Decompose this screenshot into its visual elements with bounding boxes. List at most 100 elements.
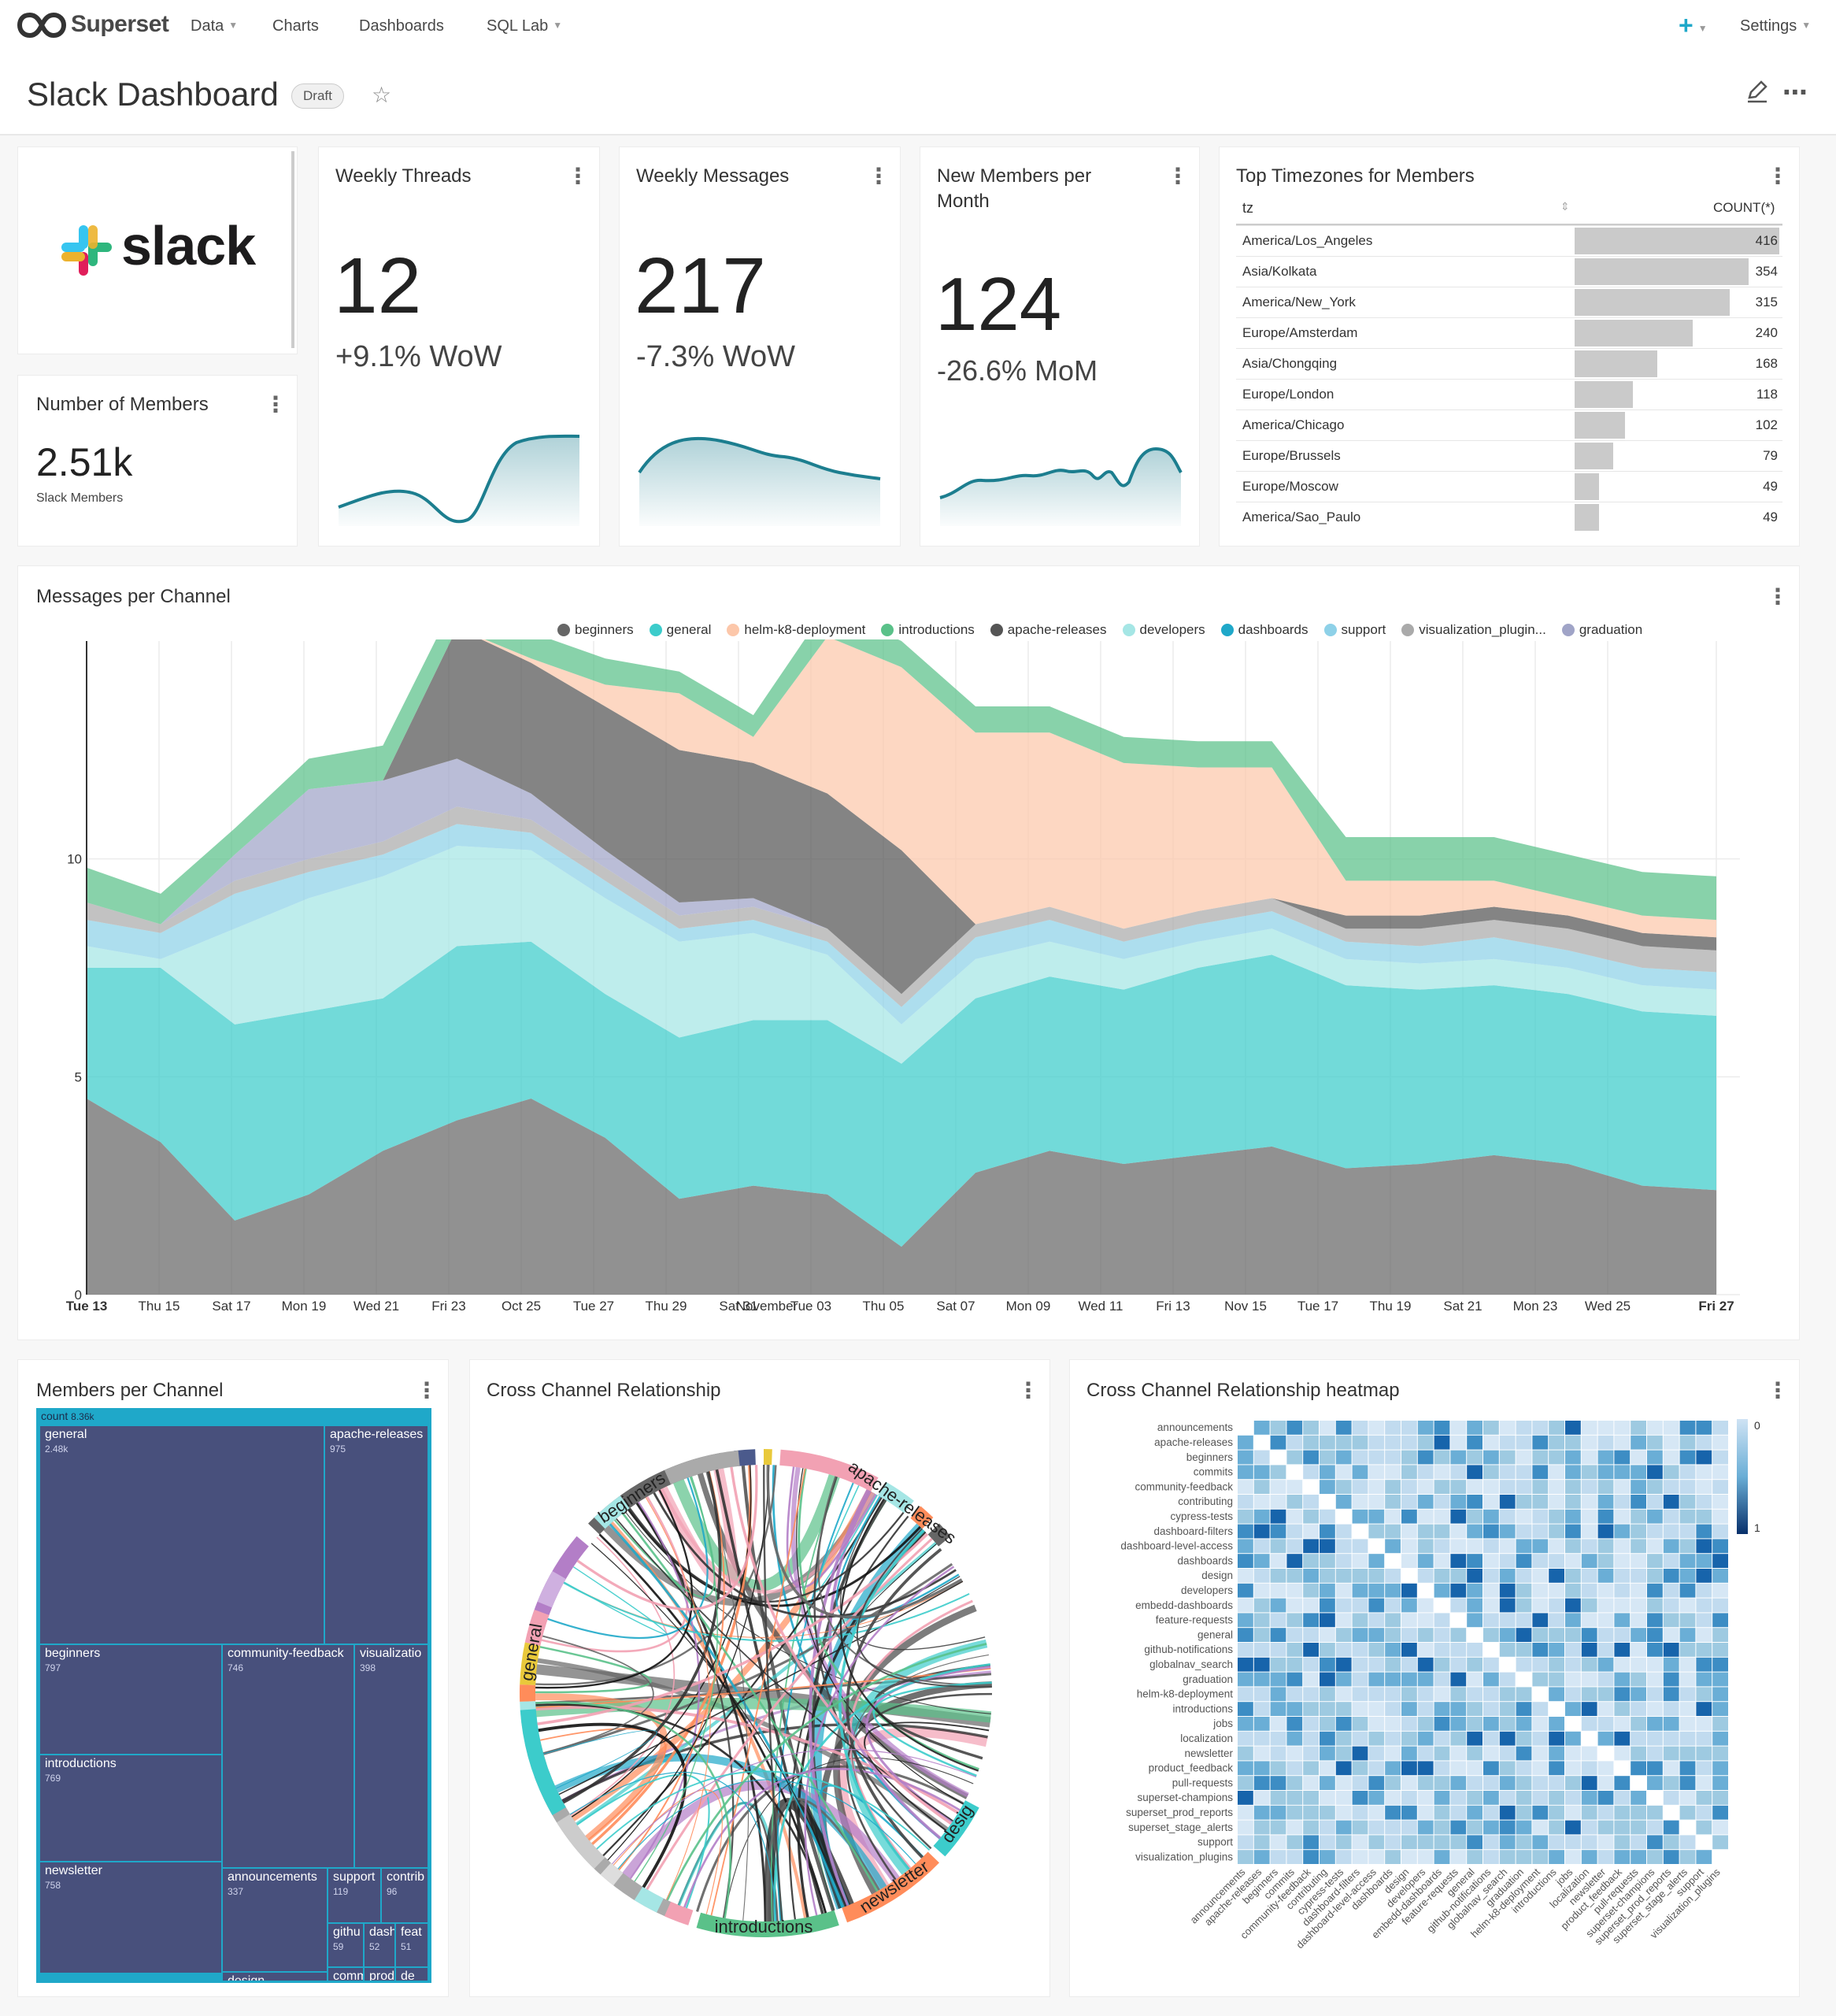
heatmap-cell[interactable] [1286,1421,1303,1435]
heatmap-cell[interactable] [1335,1761,1352,1776]
heatmap-cell[interactable] [1499,1657,1516,1672]
heatmap-cell[interactable] [1565,1850,1581,1864]
heatmap-cell[interactable] [1581,1465,1597,1480]
heatmap-cell[interactable] [1597,1583,1614,1598]
heatmap-cell[interactable] [1368,1805,1385,1820]
heatmap-cell[interactable] [1663,1746,1679,1761]
heatmap-cell[interactable] [1320,1450,1335,1465]
heatmap-cell[interactable] [1335,1672,1352,1687]
heatmap-cell[interactable] [1385,1761,1401,1776]
heatmap-cell[interactable] [1303,1791,1319,1805]
heatmap-cell[interactable] [1320,1554,1335,1568]
heatmap-cell[interactable] [1368,1583,1385,1598]
heatmap-cell[interactable] [1499,1480,1516,1494]
heatmap-cell[interactable] [1597,1687,1614,1702]
heatmap-cell[interactable] [1549,1805,1564,1820]
heatmap-cell[interactable] [1631,1850,1646,1864]
chord-link[interactable] [538,1722,687,1888]
heatmap-cell[interactable] [1450,1554,1467,1568]
heatmap-cell[interactable] [1631,1731,1646,1746]
heatmap-cell[interactable] [1532,1791,1549,1805]
heatmap-cell[interactable] [1253,1613,1270,1628]
heatmap-cell[interactable] [1385,1628,1401,1642]
heatmap-cell[interactable] [1434,1746,1450,1761]
heatmap-cell[interactable] [1679,1450,1696,1465]
heatmap-cell[interactable] [1532,1643,1549,1657]
heatmap-cell[interactable] [1549,1835,1564,1850]
heatmap-cell[interactable] [1385,1509,1401,1524]
heatmap-cell[interactable] [1614,1465,1631,1480]
heatmap-cell[interactable] [1516,1657,1532,1672]
heatmap-cell[interactable] [1597,1746,1614,1761]
heatmap-cell[interactable] [1467,1746,1482,1761]
heatmap-cell[interactable] [1549,1761,1564,1776]
heatmap-cell[interactable] [1614,1672,1631,1687]
heatmap-cell[interactable] [1631,1791,1646,1805]
heatmap-cell[interactable] [1631,1421,1646,1435]
heatmap-cell[interactable] [1385,1702,1401,1716]
heatmap-cell[interactable] [1467,1421,1482,1435]
chord-link[interactable] [773,1663,990,1922]
heatmap-cell[interactable] [1253,1435,1270,1450]
heatmap-cell[interactable] [1417,1820,1434,1835]
heatmap-cell[interactable] [1238,1746,1253,1761]
heatmap-cell[interactable] [1532,1465,1549,1480]
heatmap-cell[interactable] [1320,1805,1335,1820]
heatmap-cell[interactable] [1647,1672,1663,1687]
heatmap-cell[interactable] [1516,1554,1532,1568]
heatmap-cell[interactable] [1597,1628,1614,1642]
heatmap-cell[interactable] [1663,1539,1679,1554]
heatmap-cell[interactable] [1434,1687,1450,1702]
heatmap-cell[interactable] [1696,1435,1712,1450]
heatmap-cell[interactable] [1434,1702,1450,1716]
heatmap-cell[interactable] [1597,1717,1614,1731]
heatmap-cell[interactable] [1532,1805,1549,1820]
chord-link[interactable] [839,1497,986,1651]
heatmap-cell[interactable] [1335,1554,1352,1568]
heatmap-cell[interactable] [1320,1850,1335,1864]
heatmap-cell[interactable] [1335,1435,1352,1450]
heatmap-cell[interactable] [1286,1791,1303,1805]
heatmap-cell[interactable] [1565,1613,1581,1628]
heatmap-cell[interactable] [1385,1480,1401,1494]
chord-link[interactable] [571,1465,752,1818]
heatmap-cell[interactable] [1286,1776,1303,1790]
chord-link[interactable] [856,1528,992,1688]
chord-group-arc[interactable] [927,1523,951,1547]
heatmap-cell[interactable] [1663,1480,1679,1494]
heatmap-cell[interactable] [1352,1731,1368,1746]
heatmap-cell[interactable] [1549,1702,1564,1716]
heatmap-cell[interactable] [1712,1672,1728,1687]
heatmap-cell[interactable] [1286,1687,1303,1702]
heatmap-cell[interactable] [1516,1421,1532,1435]
heatmap-cell[interactable] [1335,1569,1352,1583]
heatmap-cell[interactable] [1679,1731,1696,1746]
heatmap-cell[interactable] [1303,1524,1319,1539]
heatmap-cell[interactable] [1401,1746,1417,1761]
heatmap-cell[interactable] [1270,1835,1286,1850]
heatmap-cell[interactable] [1581,1509,1597,1524]
heatmap-cell[interactable] [1679,1746,1696,1761]
heatmap-cell[interactable] [1712,1539,1728,1554]
heatmap-cell[interactable] [1434,1820,1450,1835]
heatmap-cell[interactable] [1286,1554,1303,1568]
heatmap-cell[interactable] [1303,1509,1319,1524]
heatmap-cell[interactable] [1238,1820,1253,1835]
heatmap-cell[interactable] [1417,1835,1434,1850]
heatmap-cell[interactable] [1483,1524,1499,1539]
heatmap-cell[interactable] [1335,1776,1352,1790]
heatmap-cell[interactable] [1581,1850,1597,1864]
heatmap-cell[interactable] [1712,1554,1728,1568]
heatmap-cell[interactable] [1483,1495,1499,1509]
heatmap-cell[interactable] [1696,1672,1712,1687]
heatmap-cell[interactable] [1647,1702,1663,1716]
heatmap-cell[interactable] [1647,1835,1663,1850]
heatmap-cell[interactable] [1549,1509,1564,1524]
heatmap-cell[interactable] [1352,1643,1368,1657]
heatmap-cell[interactable] [1286,1465,1303,1480]
heatmap-cell[interactable] [1647,1746,1663,1761]
heatmap-cell[interactable] [1253,1850,1270,1864]
heatmap-cell[interactable] [1352,1820,1368,1835]
heatmap-cell[interactable] [1597,1791,1614,1805]
chord-link[interactable] [666,1643,987,1901]
